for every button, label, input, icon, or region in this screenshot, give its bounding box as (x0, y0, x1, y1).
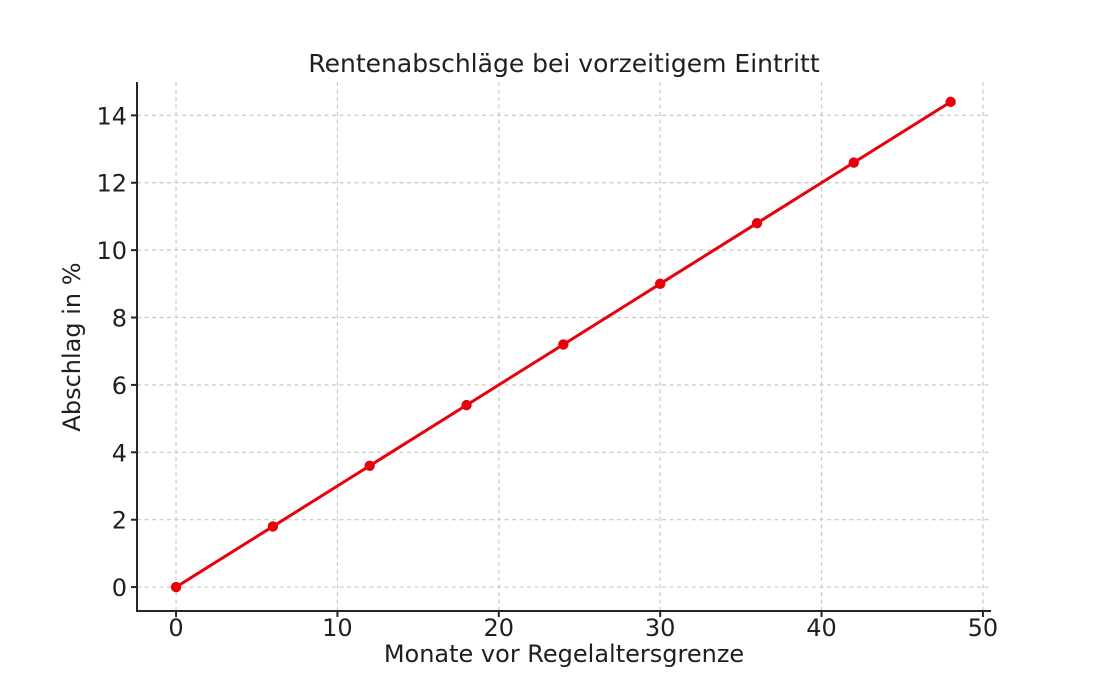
x-axis-label: Monate vor Regelaltersgrenze (384, 640, 744, 668)
x-tick-label: 30 (645, 614, 676, 642)
data-point-marker (461, 399, 472, 411)
x-tick-label: 50 (968, 614, 999, 642)
x-tick-label: 0 (168, 614, 183, 642)
data-point-marker (848, 157, 860, 168)
y-axis-label: Abschlag in % (58, 262, 86, 431)
data-point-marker (267, 521, 279, 532)
grid-layer (137, 82, 991, 611)
y-tick-label: 2 (112, 507, 127, 535)
data-point-marker (364, 460, 375, 471)
x-tick-label: 40 (806, 614, 837, 642)
y-tick-label: 10 (96, 237, 127, 265)
y-tick-label: 0 (112, 574, 127, 602)
data-point-marker (170, 581, 182, 593)
data-point-marker (654, 278, 666, 290)
data-point-marker (945, 96, 956, 108)
data-point-marker (558, 339, 569, 350)
x-tick-label: 20 (484, 614, 515, 642)
data-series-layer (170, 96, 956, 593)
y-tick-label: 12 (96, 170, 127, 198)
axes-layer (131, 82, 991, 617)
y-tick-label: 14 (96, 102, 127, 130)
y-tick-label: 8 (112, 305, 127, 333)
tick-label-layer: 0 10 20 30 40 50 0 2 4 6 8 10 12 14 (96, 102, 998, 642)
y-tick-label: 4 (112, 439, 127, 467)
y-tick-label: 6 (112, 372, 127, 400)
x-tick-label: 10 (322, 614, 353, 642)
data-point-marker (751, 217, 763, 229)
chart-title: Rentenabschläge bei vorzeitigem Eintritt (308, 49, 819, 78)
